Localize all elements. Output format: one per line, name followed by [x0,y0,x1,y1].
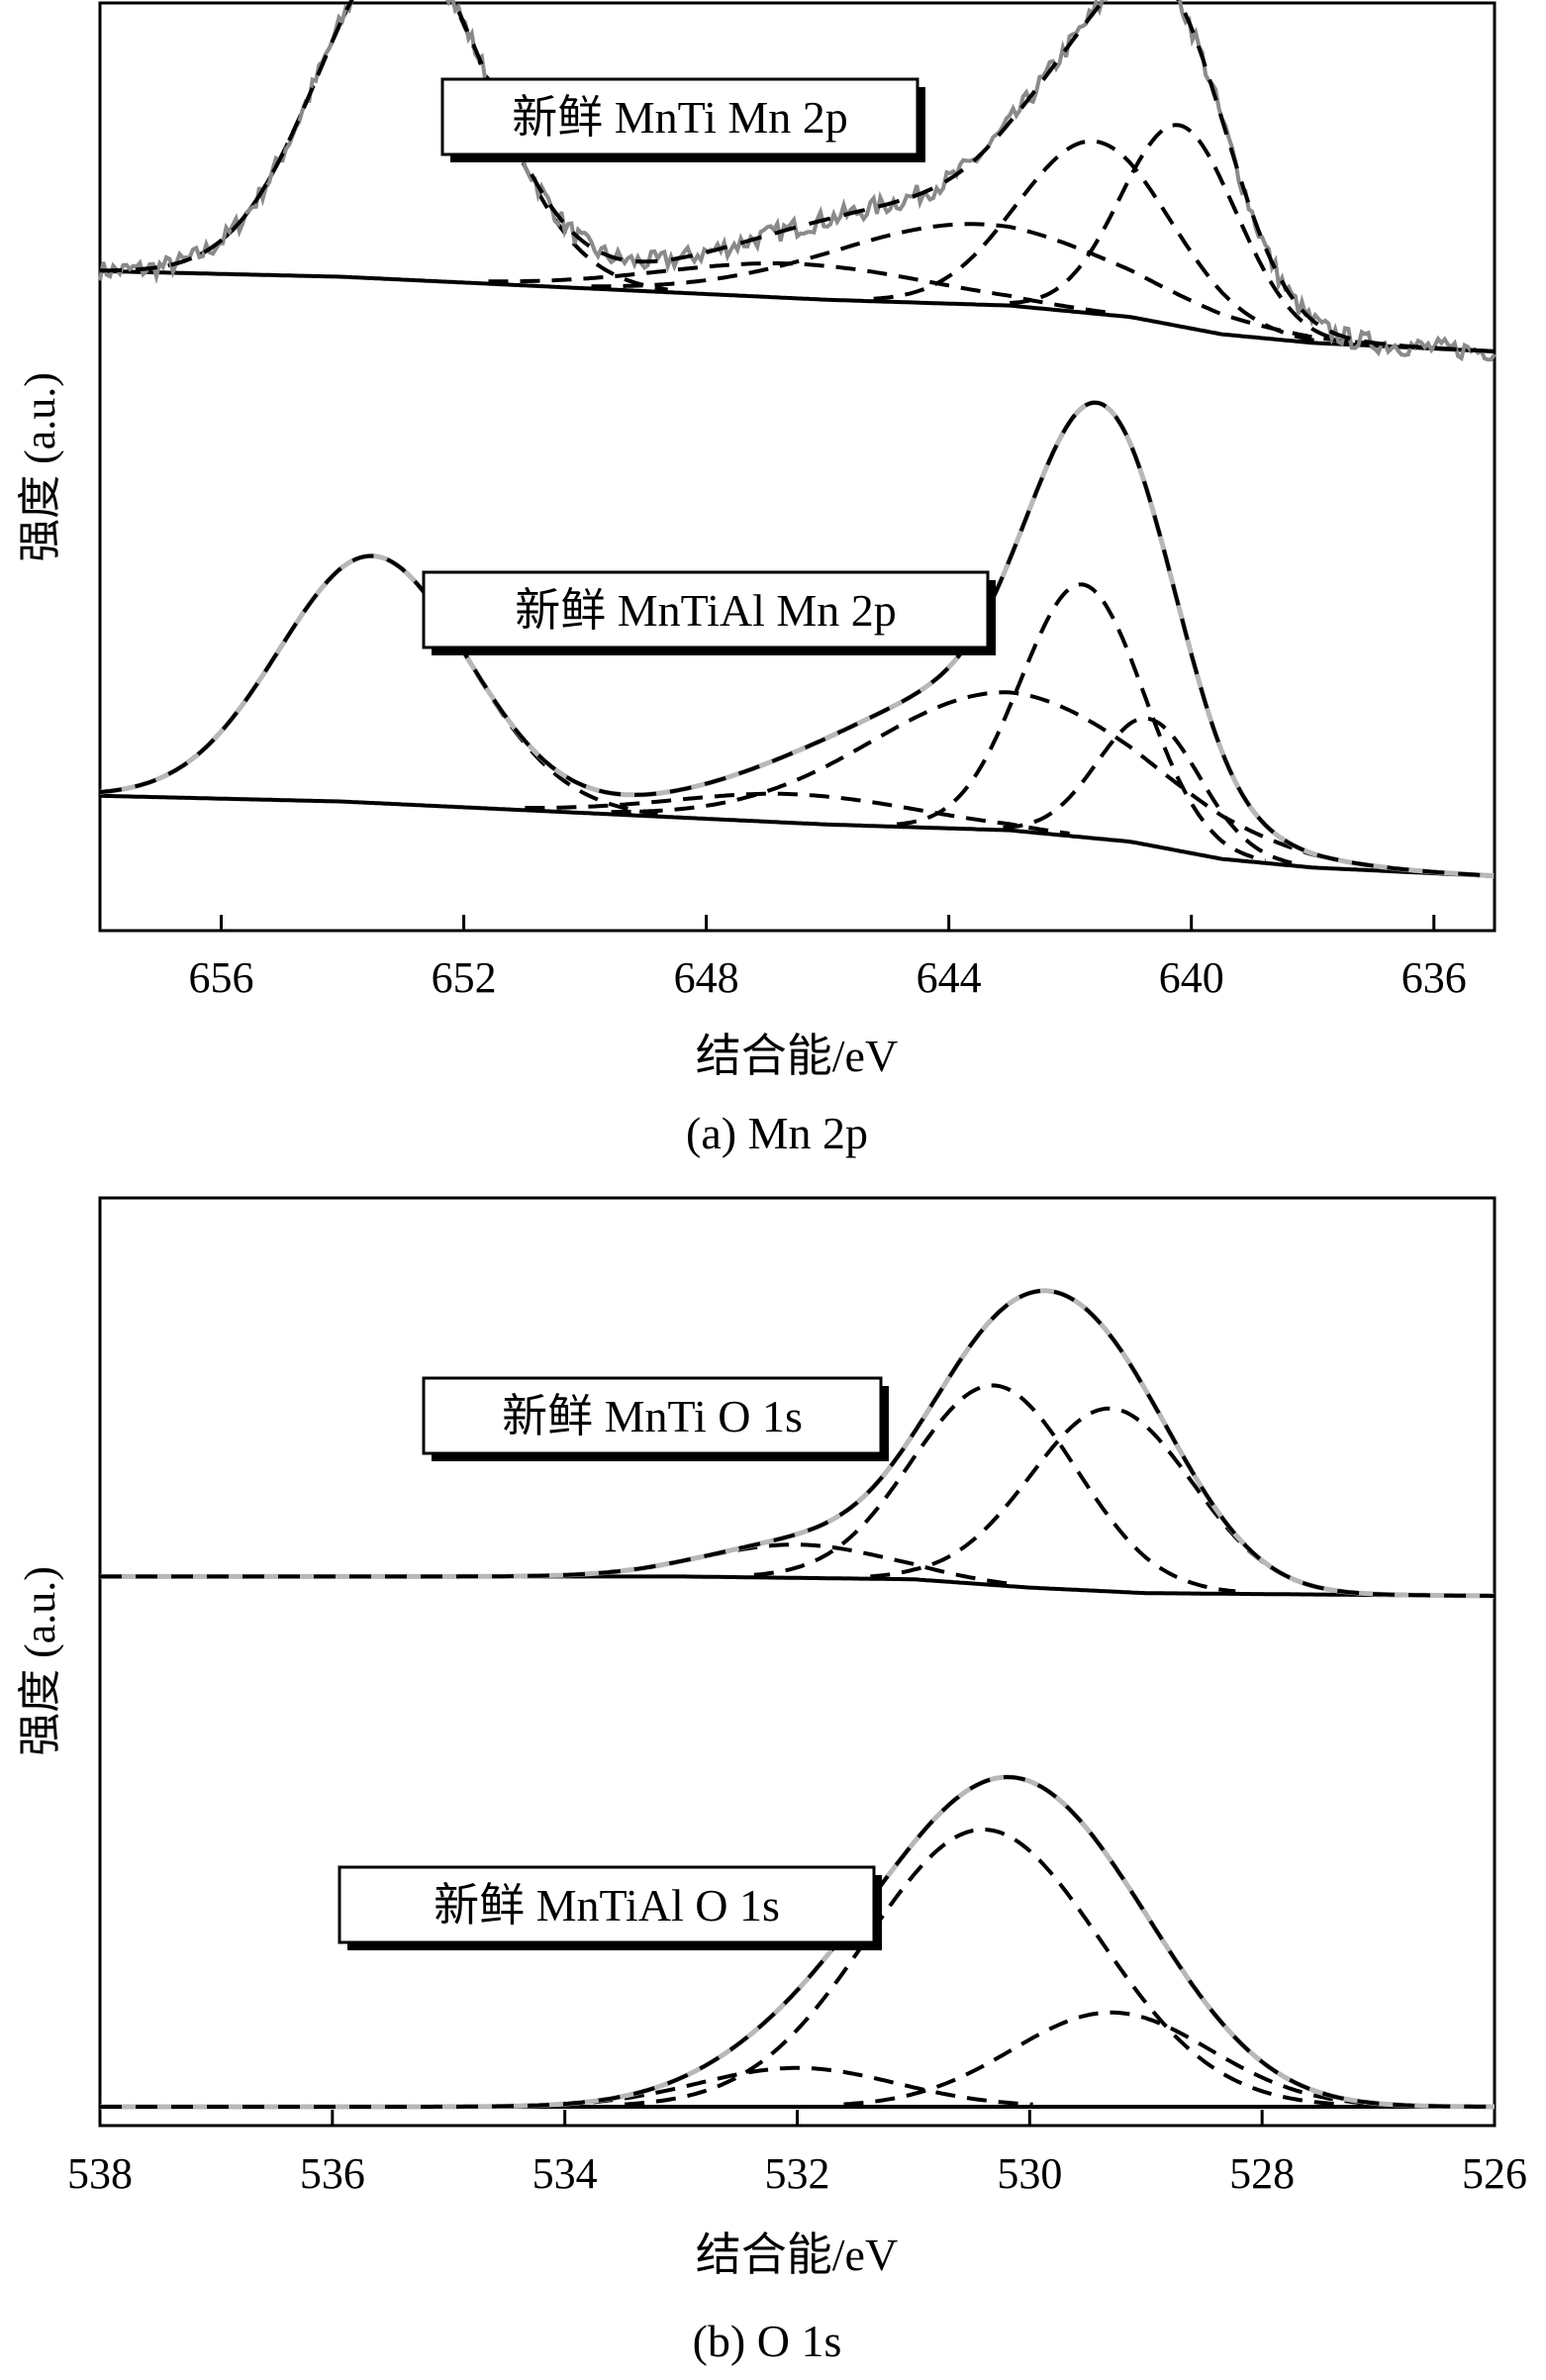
fit-component-4 [1010,123,1349,345]
x-tick-label: 528 [1229,2149,1295,2198]
fit-component-1 [753,1383,1236,1594]
panel-mn-2p: 656 652 648 644 640 636 新鲜 MnTi Mn 2p 新鲜 MnTiA… [16,0,1497,1158]
background-line [100,1574,1495,1598]
label-box [338,1865,876,1944]
fit-component-2 [870,1406,1352,1595]
x-tick-label: 534 [532,2149,598,2198]
fit-component-5 [488,261,1107,315]
x-tick-label: 644 [917,953,982,1002]
fit-component-4 [1003,716,1293,865]
curves-b [100,1288,1495,2110]
panel-caption-a: (a) Mn 2p [686,1108,868,1158]
x-ticks-a: 656 652 648 644 640 636 [189,915,1467,1002]
x-tick-label: 656 [189,953,254,1002]
sample-label: 新鲜 MnTiAl O 1s [434,1880,780,1931]
curves-a [98,0,1497,879]
sample-label: 新鲜 MnTi O 1s [502,1391,803,1441]
plot-frame-b [98,1196,1497,2128]
fit-component-2 [611,690,1408,872]
label-box [422,570,990,649]
sample-label: 新鲜 MnTi Mn 2p [512,92,848,143]
fit-envelope [99,400,1496,878]
background-line [99,793,1496,878]
y-axis-label-a: 强度 (a.u.) [16,372,64,562]
background-line [99,268,1496,353]
fit-component-3 [561,2065,1033,2107]
sample-labels-a: 新鲜 MnTi Mn 2p 新鲜 MnTiAl Mn 2p [422,77,996,655]
fit-component-3 [896,582,1266,863]
panel-caption-b: (b) O 1s [693,2316,842,2366]
fit-envelope [100,0,1496,353]
x-tick-label: 530 [997,2149,1062,2198]
measured-envelope [98,0,1497,362]
fit-envelope [100,1774,1495,2109]
x-axis-label-a: 结合能/eV [696,1031,898,1081]
x-ticks-b: 538 536 534 532 530 528 526 [67,2110,1527,2198]
x-tick-label: 652 [432,953,497,1002]
fit-component-2 [591,222,1366,346]
x-tick-label: 536 [300,2149,365,2198]
fit-component-3 [873,139,1316,343]
x-tick-label: 526 [1462,2149,1527,2198]
x-axis-label-b: 结合能/eV [696,2230,898,2280]
x-tick-label: 636 [1401,953,1467,1002]
fit-component-2 [843,2010,1379,2107]
label-box [440,77,919,156]
sample-labels-b: 新鲜 MnTi O 1s 新鲜 MnTiAl O 1s [338,1376,889,1950]
x-tick-label: 538 [67,2149,133,2198]
sample-label: 新鲜 MnTiAl Mn 2p [515,585,897,636]
y-axis-label-b: 强度 (a.u.) [16,1566,64,1756]
label-box [422,1376,883,1455]
fit-envelope [100,1288,1495,1598]
fit-component-5 [525,791,1070,836]
x-tick-label: 648 [674,953,739,1002]
x-tick-label: 532 [765,2149,830,2198]
x-tick-label: 640 [1159,953,1224,1002]
plot-frame-a [98,1,1497,933]
